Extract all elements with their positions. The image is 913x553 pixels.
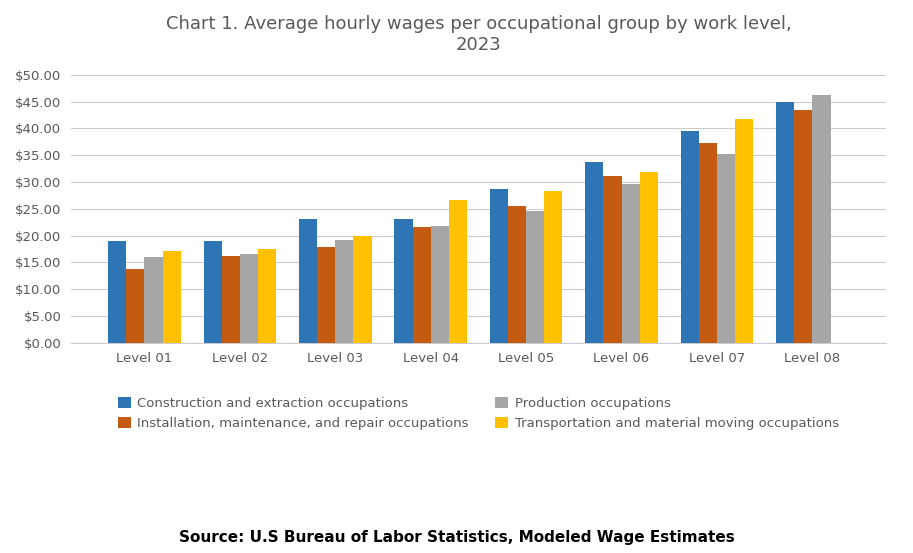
- Bar: [431, 226, 449, 343]
- Legend: Construction and extraction occupations, Installation, maintenance, and repair o: Construction and extraction occupations,…: [112, 392, 845, 435]
- Bar: [413, 227, 431, 343]
- Bar: [449, 200, 467, 343]
- Bar: [353, 236, 372, 343]
- Bar: [717, 154, 735, 343]
- Title: Chart 1. Average hourly wages per occupational group by work level,
2023: Chart 1. Average hourly wages per occupa…: [165, 15, 792, 54]
- Bar: [603, 175, 622, 343]
- Bar: [144, 258, 163, 343]
- Bar: [526, 211, 544, 343]
- Bar: [258, 249, 276, 343]
- Bar: [108, 242, 126, 343]
- Bar: [735, 119, 753, 343]
- Bar: [622, 184, 640, 343]
- Bar: [204, 242, 222, 343]
- Bar: [813, 95, 831, 343]
- Bar: [794, 109, 813, 343]
- Bar: [698, 143, 717, 343]
- Bar: [240, 254, 258, 343]
- Bar: [163, 251, 181, 343]
- Bar: [585, 162, 603, 343]
- Bar: [317, 247, 335, 343]
- Bar: [222, 257, 240, 343]
- Bar: [490, 190, 508, 343]
- Bar: [394, 219, 413, 343]
- Bar: [640, 173, 658, 343]
- Bar: [681, 131, 698, 343]
- Bar: [776, 102, 794, 343]
- Bar: [335, 240, 353, 343]
- Bar: [508, 206, 526, 343]
- Bar: [299, 220, 317, 343]
- Bar: [126, 269, 144, 343]
- Bar: [544, 191, 562, 343]
- Text: Source: U.S Bureau of Labor Statistics, Modeled Wage Estimates: Source: U.S Bureau of Labor Statistics, …: [179, 530, 734, 545]
